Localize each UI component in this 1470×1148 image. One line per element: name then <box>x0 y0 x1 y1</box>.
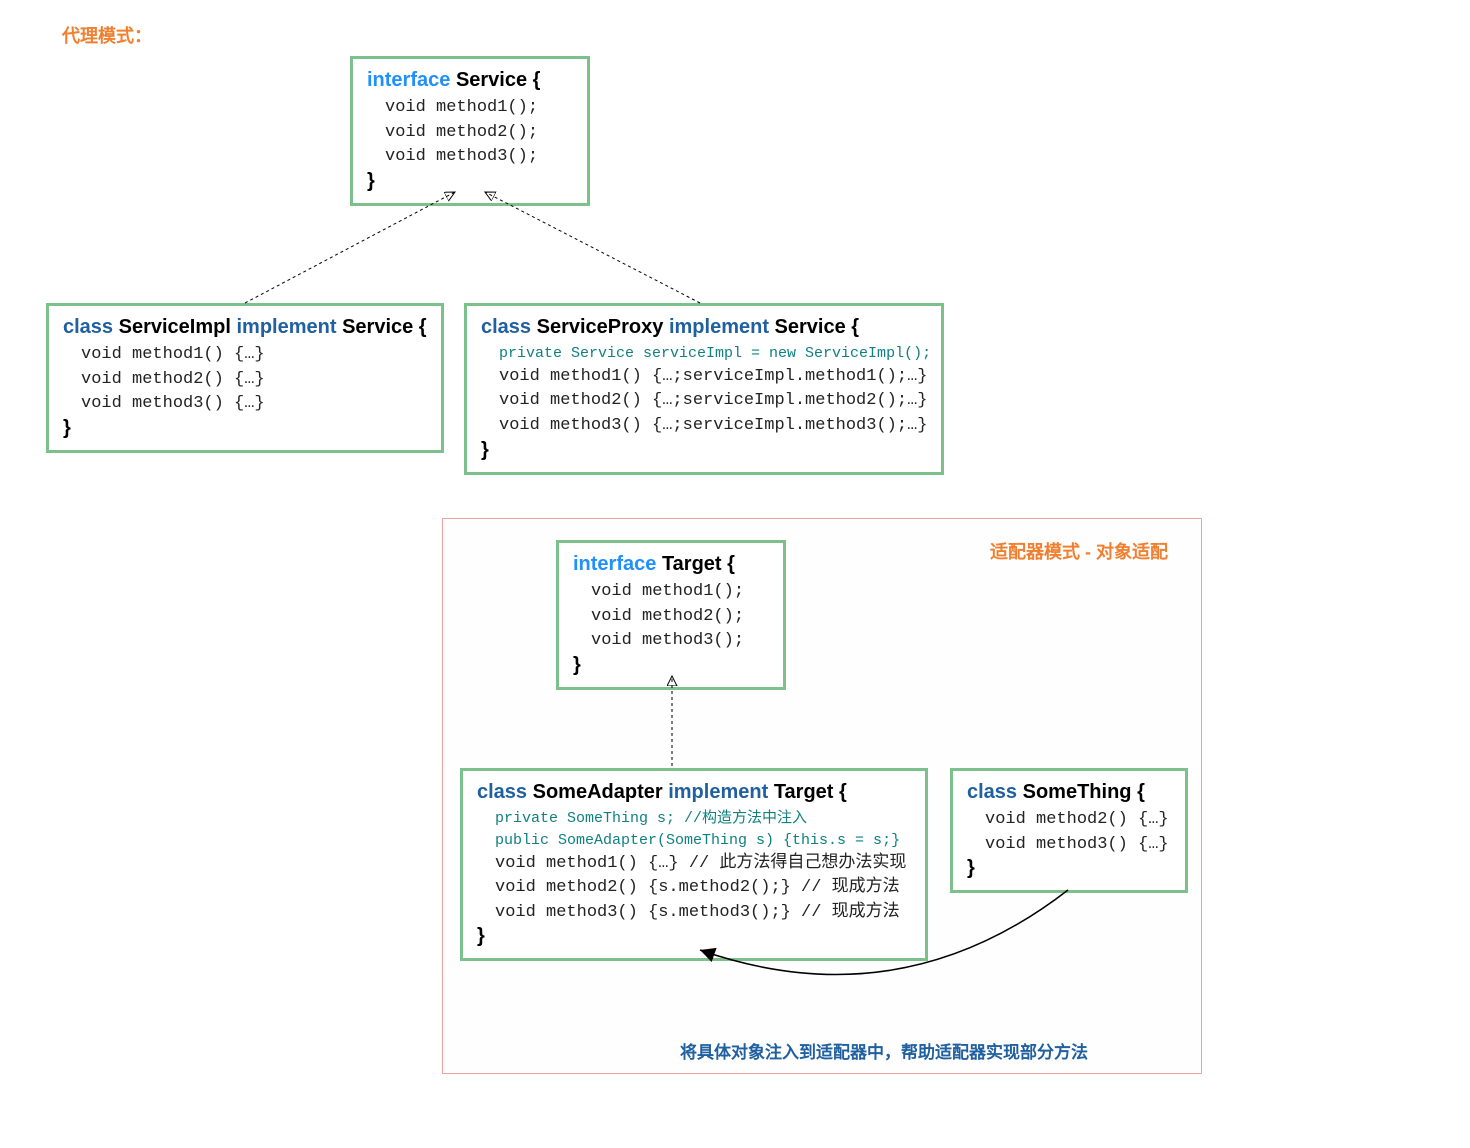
code-line: void method1() {…} // 此方法得自己想办法实现 <box>477 852 911 877</box>
close-brace: } <box>477 925 911 948</box>
box-header: class ServiceProxy implement Service { <box>481 316 927 339</box>
code-line: void method2() {…;serviceImpl.method2();… <box>481 389 927 414</box>
code-line: void method3(); <box>573 629 769 654</box>
keyword-class: class <box>477 781 527 803</box>
code-line: void method2(); <box>367 121 573 146</box>
type-name: Target { <box>662 553 735 575</box>
code-line: void method3(); <box>367 145 573 170</box>
type-name: ServiceProxy <box>537 316 664 338</box>
box-header: interface Service { <box>367 69 573 92</box>
code-line: void method2() {s.method2();} // 现成方法 <box>477 876 911 901</box>
code-line: void method3() {…} <box>63 392 427 417</box>
code-line: void method1(); <box>367 96 573 121</box>
keyword-implement: implement <box>236 316 336 338</box>
type-name: ServiceImpl <box>119 316 231 338</box>
code-line-private: private Service serviceImpl = new Servic… <box>481 343 927 365</box>
code-line-private: private SomeThing s; //构造方法中注入 <box>477 808 911 830</box>
box-some-thing: class SomeThing { void method2() {…} voi… <box>950 768 1188 893</box>
box-header: class SomeAdapter implement Target { <box>477 781 911 804</box>
code-line: void method3() {…;serviceImpl.method3();… <box>481 414 927 439</box>
diagram-root: 代理模式： interface Service { void method1()… <box>0 0 1470 1148</box>
code-line: void method1() {…} <box>63 343 427 368</box>
code-line-ctor: public SomeAdapter(SomeThing s) {this.s … <box>477 830 911 852</box>
box-header: class ServiceImpl implement Service { <box>63 316 427 339</box>
arrow-impl-to-interface <box>245 192 455 303</box>
code-line: void method3() {…} <box>967 833 1171 858</box>
keyword-class: class <box>481 316 531 338</box>
close-brace: } <box>63 417 427 440</box>
keyword-implement: implement <box>669 316 769 338</box>
close-brace: } <box>481 439 927 462</box>
keyword-interface: interface <box>367 69 450 91</box>
close-brace: } <box>367 170 573 193</box>
code-line: void method2() {…} <box>63 368 427 393</box>
keyword-implement: implement <box>668 781 768 803</box>
box-service-proxy: class ServiceProxy implement Service { p… <box>464 303 944 475</box>
proxy-title: 代理模式： <box>62 22 152 48</box>
code-line: void method2() {…} <box>967 808 1171 833</box>
box-service-interface: interface Service { void method1(); void… <box>350 56 590 206</box>
code-line: void method1(); <box>573 580 769 605</box>
box-service-impl: class ServiceImpl implement Service { vo… <box>46 303 444 453</box>
box-header: interface Target { <box>573 553 769 576</box>
close-brace: } <box>573 654 769 677</box>
keyword-interface: interface <box>573 553 656 575</box>
impl-target: Service { <box>775 316 860 338</box>
type-name: Service { <box>456 69 541 91</box>
code-line: void method1() {…;serviceImpl.method1();… <box>481 365 927 390</box>
keyword-class: class <box>63 316 113 338</box>
box-some-adapter: class SomeAdapter implement Target { pri… <box>460 768 928 961</box>
adapter-title: 适配器模式 - 对象适配 <box>990 538 1168 564</box>
box-header: class SomeThing { <box>967 781 1171 804</box>
keyword-class: class <box>967 781 1017 803</box>
arrow-proxy-to-interface <box>485 192 700 303</box>
adapter-caption: 将具体对象注入到适配器中，帮助适配器实现部分方法 <box>680 1038 1088 1063</box>
box-target-interface: interface Target { void method1(); void … <box>556 540 786 690</box>
code-line: void method2(); <box>573 605 769 630</box>
code-line: void method3() {s.method3();} // 现成方法 <box>477 901 911 926</box>
type-name: SomeAdapter <box>533 781 663 803</box>
close-brace: } <box>967 857 1171 880</box>
type-name: SomeThing { <box>1023 781 1145 803</box>
impl-target: Service { <box>342 316 427 338</box>
impl-target: Target { <box>774 781 847 803</box>
